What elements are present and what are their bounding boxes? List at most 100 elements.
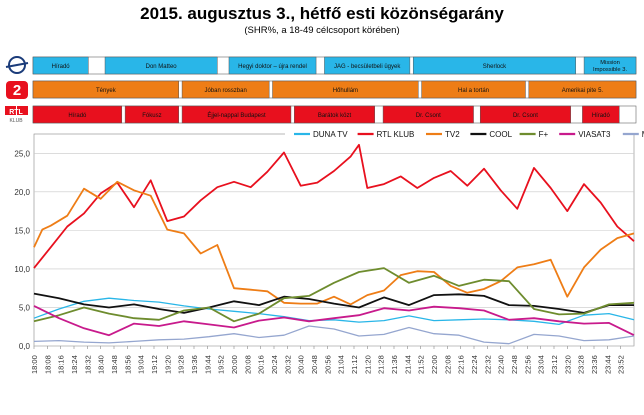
program-block xyxy=(528,80,637,99)
program-block xyxy=(32,80,179,99)
x-tick-label: 23:36 xyxy=(590,355,599,374)
program-label: Fókusz xyxy=(142,113,161,119)
x-tick-label: 18:32 xyxy=(83,355,92,374)
program-label: Híradó xyxy=(52,64,71,70)
program-block xyxy=(181,105,292,124)
program-label: Mission Impossible 3. xyxy=(593,60,628,73)
program-label: Hal a tortán xyxy=(458,88,489,94)
plot-area xyxy=(33,133,635,347)
x-tick-label: 22:16 xyxy=(457,355,466,374)
legend-label: F+ xyxy=(539,130,549,139)
line-chart: 0,0 5,0 10,0 15,0 20,0 25,0 18:00 18:08 18:16 18:… xyxy=(14,128,644,374)
x-tick-label: 20:24 xyxy=(270,355,279,374)
program-block xyxy=(32,56,89,75)
x-tick-label: 22:00 xyxy=(430,355,439,374)
x-tick-label: 20:08 xyxy=(243,355,252,374)
program-label: Dr. Csont xyxy=(513,113,538,119)
duna-logo-icon xyxy=(5,56,29,74)
x-tick-label: 21:12 xyxy=(350,355,359,374)
program-label: Híradó xyxy=(68,113,87,119)
x-tick-label: 21:52 xyxy=(417,355,426,374)
y-tick-label: 15,0 xyxy=(14,226,30,235)
x-tick-label: 22:08 xyxy=(443,355,452,374)
series-line xyxy=(33,180,635,306)
program-label: Éjjel-nappal Budapest xyxy=(207,112,266,119)
x-tick-label: 18:00 xyxy=(30,355,39,374)
x-tick-label: 19:52 xyxy=(217,355,226,374)
program-block xyxy=(32,105,123,124)
program-block xyxy=(228,56,317,75)
rtl-klub-logo-icon: RTL KLUB xyxy=(5,106,28,124)
rtl-logo-sub: KLUB xyxy=(9,118,23,124)
program-label: Amerikai pite 5. xyxy=(562,88,604,94)
program-label: Dr. Csont xyxy=(416,113,441,119)
series-line xyxy=(33,325,635,345)
program-block xyxy=(583,56,637,75)
x-tick-label: 22:24 xyxy=(470,355,479,374)
program-block xyxy=(294,105,375,124)
series-line xyxy=(33,267,635,323)
x-tick-label: 23:28 xyxy=(577,355,586,374)
program-label: Barátok közt xyxy=(318,113,352,119)
legend-background xyxy=(285,128,630,140)
x-tick-label: 21:36 xyxy=(390,355,399,374)
y-tick-label: 10,0 xyxy=(14,265,30,274)
x-tick-label: 19:44 xyxy=(203,355,212,374)
program-block xyxy=(324,56,411,75)
series-line xyxy=(33,143,635,269)
x-tick-label: 22:32 xyxy=(483,355,492,374)
legend-label: DUNA TV xyxy=(313,130,348,139)
program-label: Híradó xyxy=(592,113,611,119)
x-tick-label: 19:28 xyxy=(177,355,186,374)
tv2-logo-icon: 2 xyxy=(6,81,28,99)
series-line xyxy=(33,292,634,314)
tv2-logo-text: 2 xyxy=(13,82,21,99)
chart-title: 2015. augusztus 3., hétfő esti közönséga… xyxy=(140,4,504,23)
legend-label: COOL xyxy=(489,130,512,139)
program-label: Sherlock xyxy=(483,64,507,70)
legend-label: VIASAT3 xyxy=(578,130,611,139)
x-tick-label: 20:48 xyxy=(310,355,319,374)
series-line xyxy=(33,297,635,326)
program-block xyxy=(421,80,526,99)
x-tick-label: 22:56 xyxy=(523,355,532,374)
x-tick-label: 18:56 xyxy=(123,355,132,374)
legend: DUNA TV RTL KLUB TV2 COOL F+ VIASAT3 M1 xyxy=(285,128,644,140)
x-tick-label: 21:04 xyxy=(337,355,346,374)
program-block xyxy=(104,56,218,75)
x-tick-label: 20:00 xyxy=(230,355,239,374)
x-tick-label: 18:24 xyxy=(70,355,79,374)
series-line xyxy=(33,305,635,337)
y-tick-label: 5,0 xyxy=(19,303,31,312)
x-tick-label: 18:40 xyxy=(97,355,106,374)
program-block xyxy=(382,105,474,124)
program-block xyxy=(479,105,571,124)
x-tick-label: 23:04 xyxy=(537,355,546,374)
y-tick-label: 25,0 xyxy=(14,149,30,158)
legend-label: RTL KLUB xyxy=(377,130,415,139)
x-tick-label: 19:04 xyxy=(137,355,146,374)
x-tick-label: 19:20 xyxy=(163,355,172,374)
x-tick-label: 18:16 xyxy=(57,355,66,374)
program-block xyxy=(412,56,576,75)
x-tick-label: 19:12 xyxy=(150,355,159,374)
x-tick-label: 18:08 xyxy=(43,355,52,374)
x-tick-label: 22:48 xyxy=(510,355,519,374)
legend-label: M1 xyxy=(642,130,644,139)
x-tick-label: 18:48 xyxy=(110,355,119,374)
x-tick-label: 23:52 xyxy=(617,355,626,374)
x-tick-label: 20:32 xyxy=(283,355,292,374)
x-tick-label: 23:20 xyxy=(563,355,572,374)
x-tick-label: 21:28 xyxy=(377,355,386,374)
rtl-logo-text: RTL xyxy=(9,109,23,116)
program-label: JAG - becsületbeli ügyek xyxy=(334,64,401,70)
x-tick-label: 20:56 xyxy=(323,355,332,374)
program-label: Hőhullám xyxy=(333,88,358,94)
program-label: Don Matteo xyxy=(146,64,178,70)
x-tick-label: 21:44 xyxy=(403,355,412,374)
x-tick-label: 23:12 xyxy=(550,355,559,374)
program-label: Jóban rosszban xyxy=(204,88,246,94)
legend-label: TV2 xyxy=(445,130,460,139)
program-block xyxy=(272,80,419,99)
